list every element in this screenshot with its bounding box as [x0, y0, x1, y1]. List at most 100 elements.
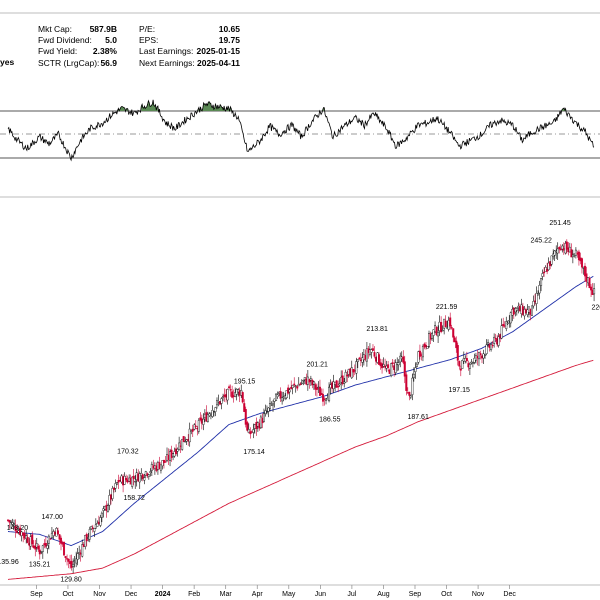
stat-value: 2025-04-11	[196, 57, 240, 68]
candle-body	[212, 411, 215, 413]
price-annotation: 143.20	[7, 525, 29, 532]
candle-body	[537, 293, 540, 296]
candle-body	[184, 441, 187, 443]
price-annotation: 175.14	[243, 449, 265, 456]
price-annotation: 186.55	[319, 417, 341, 424]
candle-body	[134, 481, 137, 483]
candle-body	[288, 389, 291, 393]
candle-body	[272, 403, 275, 406]
candle-body	[356, 359, 359, 362]
candle-body	[540, 278, 543, 286]
candle-body	[497, 336, 500, 346]
candle-body	[181, 438, 184, 450]
candle-body	[411, 377, 414, 395]
candle-body	[222, 396, 225, 398]
candle-body	[44, 543, 47, 547]
candle-body	[477, 352, 480, 360]
candle-body	[58, 534, 61, 540]
candle-body	[452, 328, 455, 338]
candle-body	[397, 362, 400, 366]
candle-body	[535, 293, 538, 304]
candle-body	[197, 420, 200, 432]
x-tick-label: Jun	[315, 591, 326, 598]
candle-body	[149, 471, 152, 473]
price-annotation: 213.81	[366, 326, 388, 333]
candle-body	[315, 387, 318, 390]
candle-body	[541, 273, 544, 277]
candle-body	[281, 397, 284, 402]
candle-body	[161, 460, 164, 467]
candle-body	[532, 301, 535, 307]
candle-body	[96, 523, 99, 527]
candle-body	[100, 512, 103, 518]
candle-body	[99, 517, 102, 526]
candle-body	[113, 487, 116, 490]
price-annotation: 201.21	[306, 361, 328, 368]
candle-body	[328, 386, 331, 402]
candle-body	[350, 367, 353, 379]
candle-body	[268, 403, 271, 409]
candle-body	[140, 472, 143, 476]
candle-body	[428, 333, 431, 347]
candle-body	[450, 327, 453, 329]
candle-body	[365, 348, 368, 362]
candle-body	[312, 381, 315, 385]
candle-body	[547, 262, 550, 270]
candle-body	[556, 248, 559, 254]
candle-body	[114, 483, 117, 489]
candle-body	[371, 348, 374, 351]
candle-body	[449, 317, 452, 327]
stats-left: Mkt Cap: 587.9B Fwd Dividend: 5.0 Fwd Yiel…	[38, 24, 117, 69]
candle-body	[570, 249, 573, 258]
candle-body	[294, 385, 297, 387]
candle-body	[293, 383, 296, 385]
x-tick-label: Dec	[503, 591, 516, 598]
x-tick-label: May	[282, 591, 296, 598]
candle-body	[565, 241, 568, 250]
stat-value: 10.65	[218, 24, 240, 34]
x-tick-label: Feb	[188, 591, 200, 598]
candle-body	[509, 312, 512, 324]
stat-label: Fwd Yield:	[38, 46, 78, 57]
price-annotation: 129.80	[60, 576, 82, 583]
candle-body	[193, 424, 196, 430]
candle-body	[343, 381, 346, 384]
candle-body	[444, 320, 447, 328]
candle-body	[479, 353, 482, 356]
stat-label: Fwd Dividend:	[38, 35, 92, 46]
candle-body	[46, 545, 49, 549]
x-tick-label: Sep	[409, 591, 422, 598]
candle-body	[276, 394, 279, 397]
candle-body	[558, 247, 561, 250]
candle-body	[505, 321, 508, 329]
candle-body	[64, 556, 67, 558]
candle-body	[409, 395, 412, 398]
candle-body	[11, 522, 14, 525]
candle-body	[241, 392, 244, 403]
candle-body	[320, 393, 323, 395]
candle-body	[47, 535, 50, 544]
candle-body	[435, 327, 438, 335]
candle-body	[461, 360, 464, 369]
candle-body	[440, 322, 443, 333]
stats-right: P/E: 10.65 EPS: 19.75 Last Earnings: 2025-0…	[139, 24, 240, 69]
price-annotation: 221.59	[436, 304, 458, 311]
candle-body	[491, 344, 494, 347]
candle-body	[188, 428, 191, 443]
candle-body	[468, 364, 471, 369]
candle-body	[437, 331, 440, 337]
candle-body	[441, 330, 444, 332]
x-tick-label: Mar	[220, 591, 233, 598]
price-annotation: 135.96	[0, 559, 19, 566]
candle-body	[131, 476, 134, 487]
candle-body	[231, 391, 234, 398]
x-tick-label: Nov	[93, 591, 106, 598]
candle-body	[571, 254, 574, 258]
candle-body	[455, 340, 458, 349]
candle-body	[382, 364, 385, 367]
candle-body	[417, 351, 420, 363]
candle-body	[309, 378, 312, 381]
candle-body	[56, 530, 59, 535]
overbought-area	[322, 107, 325, 111]
stat-row: Mkt Cap: 587.9B	[38, 24, 117, 35]
